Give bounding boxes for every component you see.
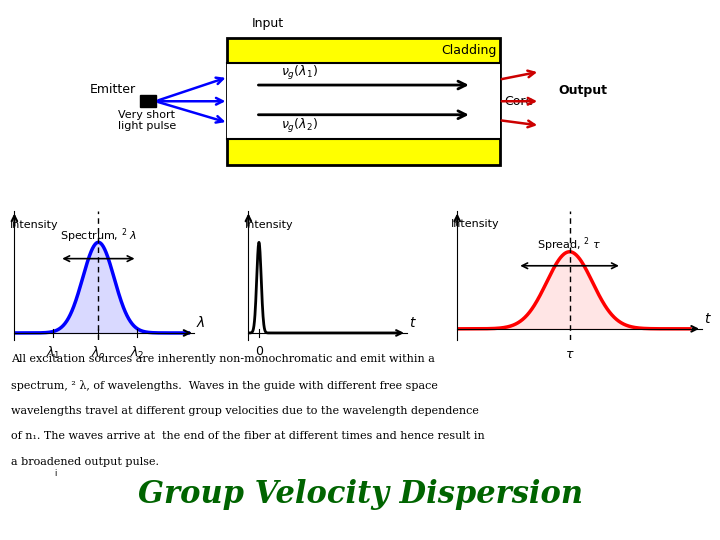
Text: $\lambda_1$: $\lambda_1$	[46, 345, 60, 361]
Text: $\tau$: $\tau$	[564, 348, 575, 361]
Text: Spectrum, $^2$ $\lambda$: Spectrum, $^2$ $\lambda$	[60, 226, 137, 245]
Text: Intensity: Intensity	[10, 220, 58, 229]
Text: $\nu_g(\lambda_1)$: $\nu_g(\lambda_1)$	[281, 64, 318, 82]
Text: wavelengths travel at different group velocities due to the wavelength dependenc: wavelengths travel at different group ve…	[11, 406, 479, 416]
Text: Input: Input	[252, 17, 284, 30]
Text: of n₁. The waves arrive at  the end of the fiber at different times and hence re: of n₁. The waves arrive at the end of th…	[11, 431, 485, 442]
Text: Output: Output	[558, 84, 607, 97]
Text: All excitation sources are inherently non-monochromatic and emit within a: All excitation sources are inherently no…	[11, 354, 435, 364]
Text: Intensity: Intensity	[245, 220, 294, 229]
Text: 0: 0	[255, 345, 263, 357]
Text: $\lambda$: $\lambda$	[196, 315, 205, 330]
Text: $\lambda_2$: $\lambda_2$	[130, 345, 145, 361]
Bar	[227, 38, 500, 165]
Text: a broadened output pulse.: a broadened output pulse.	[11, 457, 159, 468]
Bar	[227, 63, 500, 139]
Text: Spread, $^2$ $\tau$: Spread, $^2$ $\tau$	[538, 236, 602, 254]
Text: Emitter: Emitter	[90, 83, 136, 96]
Text: Very short
light pulse: Very short light pulse	[118, 110, 176, 131]
Text: Core: Core	[504, 94, 533, 108]
Text: $\nu_g(\lambda_2)$: $\nu_g(\lambda_2)$	[281, 117, 318, 136]
Text: Group Velocity Dispersion: Group Velocity Dispersion	[138, 478, 582, 510]
Bar	[140, 95, 156, 107]
Text: Intensity: Intensity	[451, 219, 500, 230]
Text: Cladding: Cladding	[441, 44, 497, 57]
Text: spectrum, ² λ, of wavelengths.  Waves in the guide with different free space: spectrum, ² λ, of wavelengths. Waves in …	[11, 380, 438, 390]
Text: i: i	[54, 469, 56, 478]
Text: $\lambda_o$: $\lambda_o$	[91, 345, 106, 361]
Text: $t$: $t$	[408, 316, 416, 330]
Text: $t$: $t$	[704, 312, 712, 326]
